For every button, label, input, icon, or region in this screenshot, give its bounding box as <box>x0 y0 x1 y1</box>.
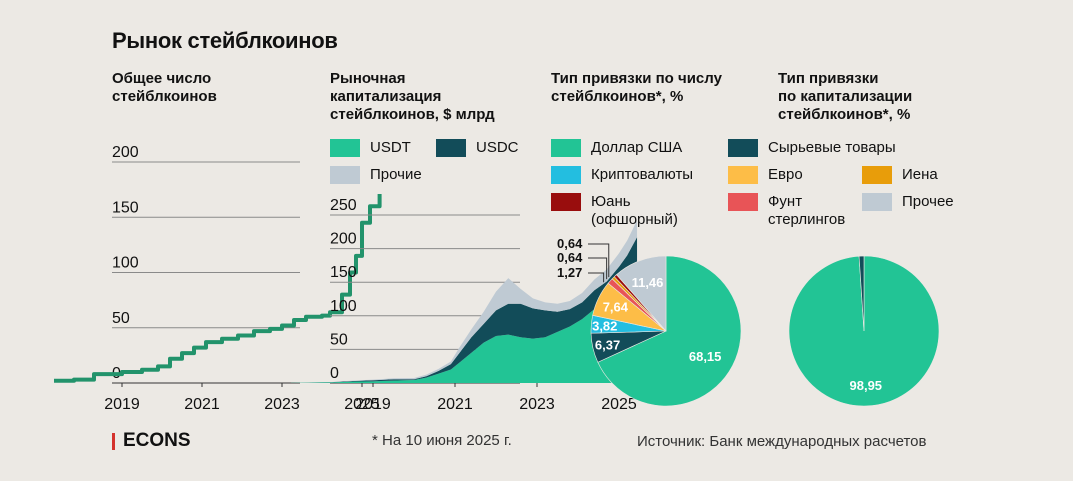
pie-count-value-label: 7,64 <box>603 300 629 315</box>
cap-ytick-label: 200 <box>330 231 357 248</box>
legend-other-cap-label: Прочие <box>370 166 422 183</box>
pie-count-callout-line <box>588 272 605 283</box>
legend-euro-swatch <box>728 166 758 184</box>
legend-yuan-label: Юань (офшорный) <box>591 193 678 228</box>
legend-crypto: Криптовалюты <box>551 166 693 184</box>
legend-other-peg: Прочее <box>862 193 954 211</box>
legend-yen-swatch <box>862 166 892 184</box>
page-title: Рынок стейблкоинов <box>112 28 338 53</box>
count-xtick-label: 2023 <box>264 396 300 413</box>
count-series-line <box>54 194 382 383</box>
pie-count-value-label: 0,64 <box>557 250 583 265</box>
cap-chart-title: Рыночная капитализация стейблкоинов, $ м… <box>330 70 495 123</box>
legend-usdt: USDT <box>330 139 411 157</box>
pie-cap-title: Тип привязки по капитализации стейблкоин… <box>778 70 913 123</box>
count-ytick-label: 50 <box>112 310 130 327</box>
legend-gbp-label: Фунт стерлингов <box>768 193 846 228</box>
count-ytick-label: 200 <box>112 144 139 161</box>
pie-cap-slice <box>858 255 865 332</box>
source-note: Источник: Банк международных расчетов <box>637 433 927 450</box>
legend-yuan: Юань (офшорный) <box>551 193 678 229</box>
legend-usdt-swatch <box>330 139 360 157</box>
cap-xtick-label: 2025 <box>601 396 637 413</box>
pie-count-callout-line <box>588 257 608 280</box>
legend-euro-label: Евро <box>768 166 803 183</box>
count-chart-title: Общее число стейблкоинов <box>112 70 217 105</box>
pie-count-slice <box>616 255 667 332</box>
cap-area-usdt <box>291 278 638 383</box>
legend-usdc: USDC <box>436 139 519 157</box>
count-ytick-label: 100 <box>112 255 139 272</box>
legend-commodities-swatch <box>728 139 758 157</box>
econs-logo: ECONS <box>112 430 191 452</box>
legend-euro: Евро <box>728 166 803 184</box>
count-xtick-label: 2021 <box>184 396 220 413</box>
legend-yen-label: Иена <box>902 166 938 183</box>
legend-commodities-label: Сырьевые товары <box>768 139 896 156</box>
pie-count-value-label: 3,82 <box>592 318 617 333</box>
count-ytick-label: 150 <box>112 199 139 216</box>
logo-text: ECONS <box>123 430 191 451</box>
cap-xtick-label: 2023 <box>519 396 555 413</box>
legend-usdt-label: USDT <box>370 139 411 156</box>
cap-ytick-label: 250 <box>330 197 357 214</box>
pie-count-callout-line <box>588 243 610 278</box>
footnote: * На 10 июня 2025 г. <box>372 432 512 449</box>
legend-usd-swatch <box>551 139 581 157</box>
cap-area-other <box>291 220 638 383</box>
legend-gbp-swatch <box>728 193 758 211</box>
legend-other-peg-label: Прочее <box>902 193 954 210</box>
count-xtick-label: 2019 <box>104 396 140 413</box>
count-xtick-label: 2025 <box>344 396 380 413</box>
pie-count-value-label: 6,37 <box>595 338 620 353</box>
cap-xtick-label: 2019 <box>355 396 391 413</box>
pie-count-slice <box>597 255 742 407</box>
legend-other-peg-swatch <box>862 193 892 211</box>
pie-count-value-label: 0,64 <box>557 236 583 251</box>
cap-area-usdc <box>291 237 638 383</box>
pie-cap-value-label: 98,95 <box>850 378 883 393</box>
pie-count-value-label: 11,46 <box>632 275 664 290</box>
legend-crypto-label: Криптовалюты <box>591 166 694 183</box>
legend-usd: Доллар США <box>551 139 682 157</box>
legend-other-cap: Прочие <box>330 166 422 184</box>
legend-other-cap-swatch <box>330 166 360 184</box>
logo-bar <box>112 432 115 450</box>
pie-count-title: Тип привязки по числу стейблкоинов*, % <box>551 70 722 105</box>
legend-yen: Иена <box>862 166 938 184</box>
legend-crypto-swatch <box>551 166 581 184</box>
pie-count-value-label: 1,27 <box>557 265 582 280</box>
legend-usd-label: Доллар США <box>591 139 683 156</box>
cap-xtick-label: 2021 <box>437 396 473 413</box>
legend-yuan-swatch <box>551 193 581 211</box>
legend-usdc-swatch <box>436 139 466 157</box>
cap-ytick-label: 50 <box>330 331 348 348</box>
cap-ytick-label: 0 <box>330 365 339 382</box>
pie-count-value-label: 68,15 <box>689 349 722 364</box>
cap-ytick-label: 150 <box>330 264 357 281</box>
legend-gbp: Фунт стерлингов <box>728 193 845 229</box>
legend-usdc-label: USDC <box>476 139 519 156</box>
cap-ytick-label: 100 <box>330 298 357 315</box>
legend-commodities: Сырьевые товары <box>728 139 896 157</box>
